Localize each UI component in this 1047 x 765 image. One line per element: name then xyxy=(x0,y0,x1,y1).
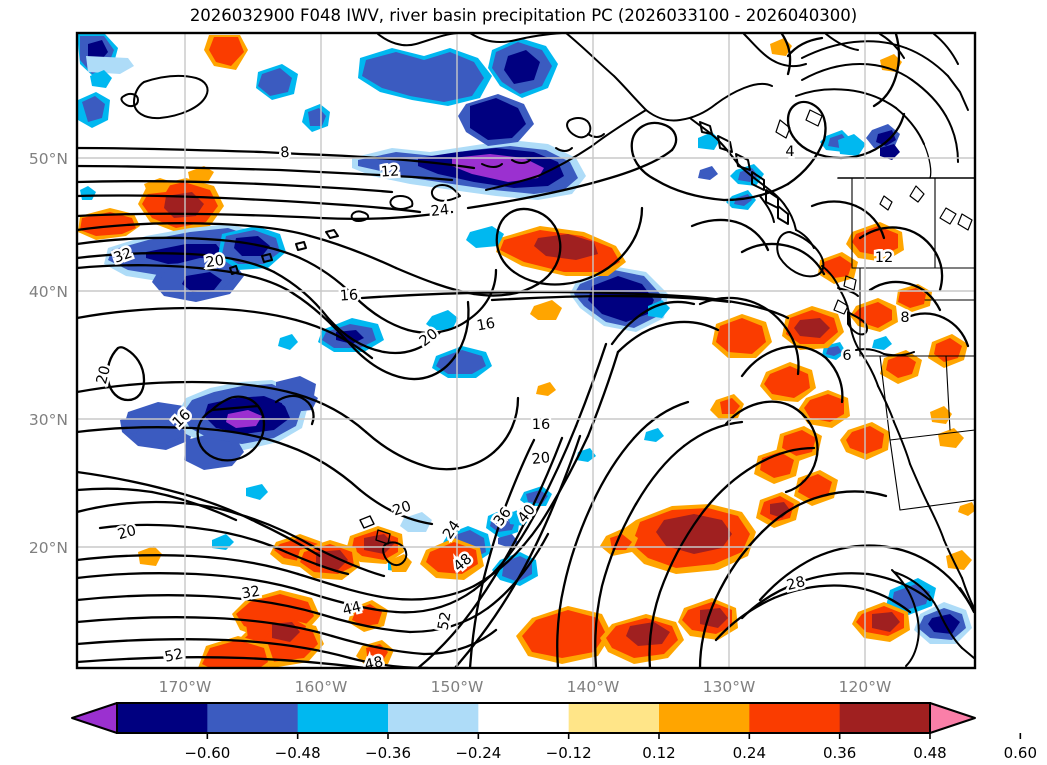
colorbar-tick-label: −0.24 xyxy=(455,744,501,762)
colorbar-segment xyxy=(388,703,479,733)
y-axis-tick-labels: 50°N 40°N 30°N 20°N xyxy=(29,150,68,557)
contour-label: 6 xyxy=(842,348,851,364)
colorbar-segment xyxy=(839,703,931,733)
colorbar-swatches xyxy=(71,702,976,734)
colorbar-tick-label: −0.12 xyxy=(546,744,592,762)
colorbar-over-arrow xyxy=(929,702,976,734)
contour-label: 16 xyxy=(339,287,359,304)
colorbar-segment xyxy=(117,703,208,733)
y-tick-0: 50°N xyxy=(29,150,68,168)
colorbar-segment xyxy=(207,703,299,733)
contour-label: 8 xyxy=(900,310,909,326)
colorbar-segment xyxy=(659,703,750,733)
map-frame xyxy=(75,31,977,670)
colorbar-segment xyxy=(749,703,841,733)
contour-label: 32 xyxy=(241,584,262,603)
colorbar-tick-label: −0.36 xyxy=(365,744,411,762)
colorbar-tick-label: 0.48 xyxy=(913,744,946,762)
contour-label: 4 xyxy=(785,144,794,160)
contour-label: 12 xyxy=(875,250,893,266)
y-tick-1: 40°N xyxy=(29,283,68,301)
colorbar-segment xyxy=(297,703,389,733)
contour-label: 48 xyxy=(363,654,384,673)
x-axis-tick-labels: 170°W 160°W 150°W 140°W 130°W 120°W xyxy=(159,678,892,696)
colorbar-segment xyxy=(568,703,660,733)
colorbar-tick-label: 0.36 xyxy=(823,744,856,762)
x-tick-3: 140°W xyxy=(567,678,620,696)
colorbar-ticks xyxy=(206,733,1022,739)
contour-label: 12 xyxy=(380,163,400,180)
colorbar-tick-label: 0.60 xyxy=(1004,744,1037,762)
contour-label: 20 xyxy=(531,450,551,468)
x-tick-0: 170°W xyxy=(159,678,212,696)
grid-lines xyxy=(77,33,975,668)
coastline-layer xyxy=(120,33,975,667)
colorbar-segment xyxy=(478,703,570,733)
x-tick-5: 120°W xyxy=(839,678,892,696)
colorbar-tick-label: 0.24 xyxy=(733,744,766,762)
contour-label: 52 xyxy=(436,611,455,632)
colorbar-tick-labels: −0.60 −0.48 −0.36 −0.24 −0.12 0.12 0.24 0.36 0.4… xyxy=(184,744,1037,762)
y-tick-2: 30°N xyxy=(29,411,68,429)
y-tick-3: 20°N xyxy=(29,539,68,557)
contour-label: 24 xyxy=(430,202,450,220)
x-tick-1: 160°W xyxy=(295,678,348,696)
colorbar-tick-label: −0.48 xyxy=(275,744,321,762)
figure-title: 2026032900 F048 IWV, river basin precipi… xyxy=(189,6,858,25)
colorbar-tick-label: 0.12 xyxy=(642,744,675,762)
colorbar-under-arrow xyxy=(71,702,118,734)
contour-label: 16 xyxy=(532,417,550,433)
iwv-contour-layer xyxy=(77,33,975,668)
colorbar[interactable]: −0.60 −0.48 −0.36 −0.24 −0.12 0.12 0.24 0.36 0.4… xyxy=(71,702,1037,762)
x-tick-2: 150°W xyxy=(431,678,484,696)
colorbar-tick-label: −0.60 xyxy=(184,744,230,762)
contour-label: 20 xyxy=(205,253,226,271)
colorbar-outline xyxy=(116,702,931,734)
contour-label: 8 xyxy=(280,145,290,162)
contour-label: 16 xyxy=(476,316,497,335)
x-tick-4: 130°W xyxy=(703,678,756,696)
